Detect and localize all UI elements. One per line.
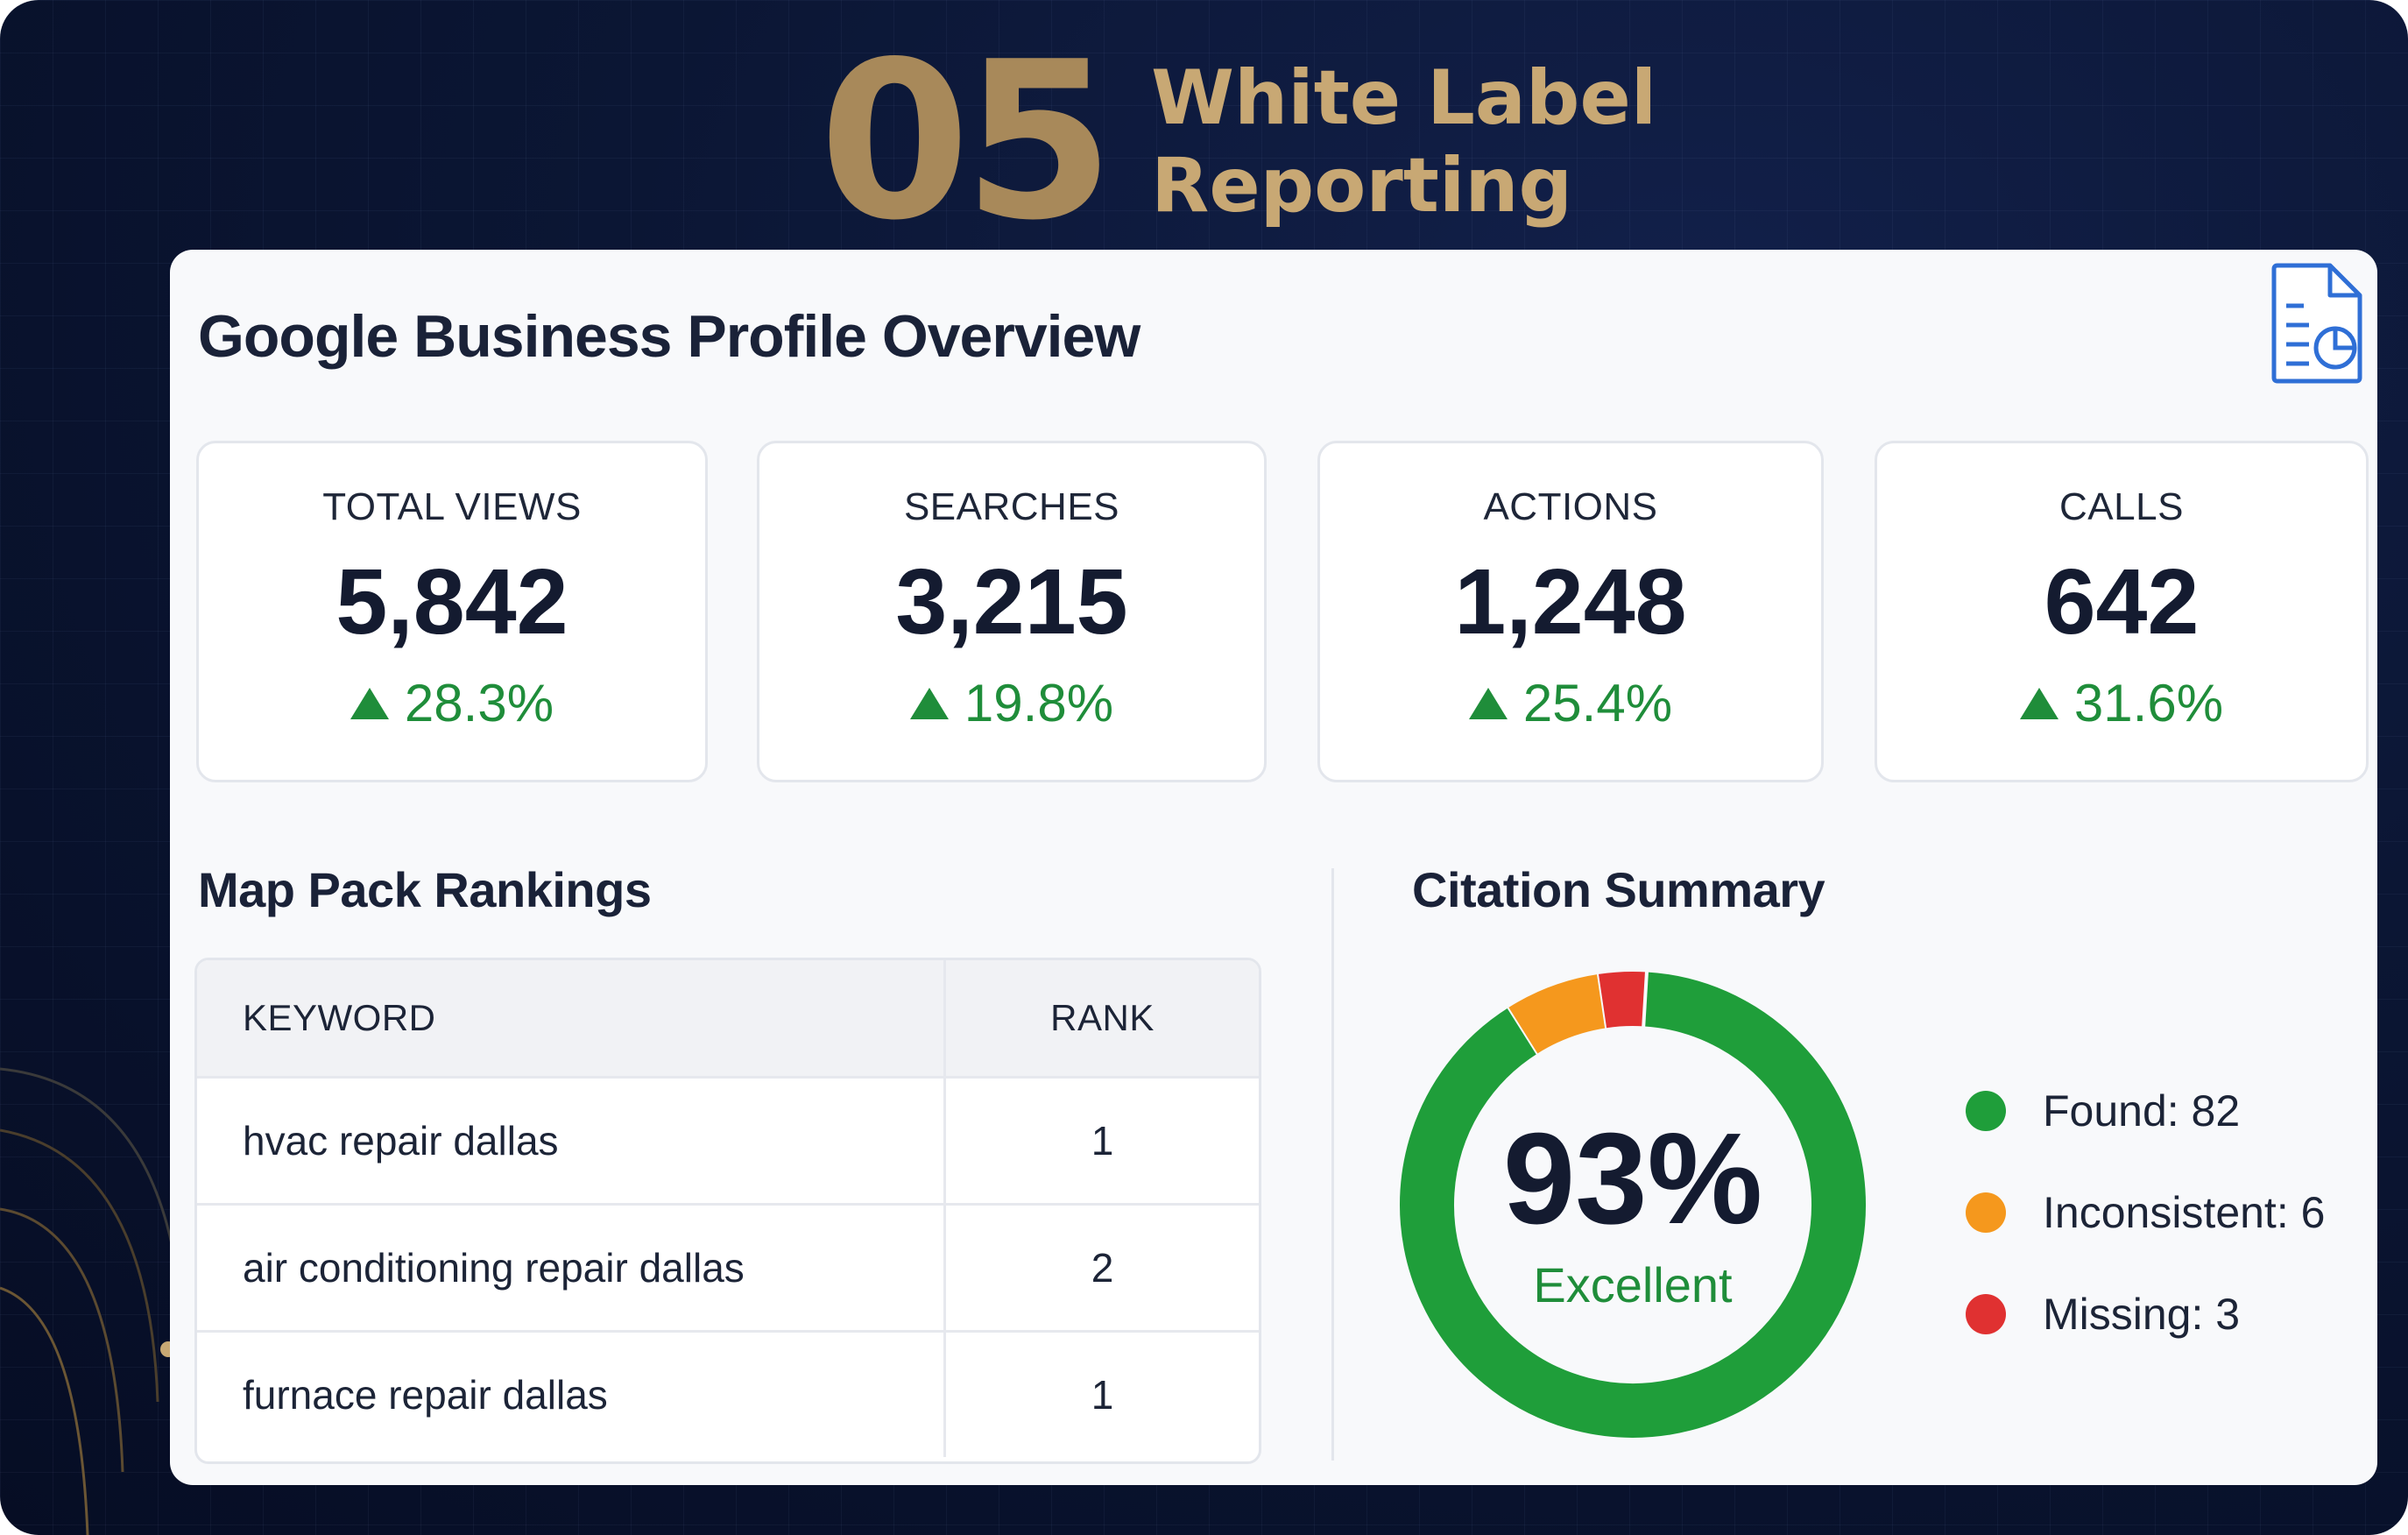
keyword-cell: air conditioning repair dallas <box>197 1206 946 1330</box>
citation-legend: Found: 82 Inconsistent: 6 Missing: 3 <box>1966 1060 2325 1365</box>
up-triangle-icon <box>2019 687 2058 719</box>
stat-card-total-views: TOTAL VIEWS 5,842 28.3% <box>196 441 708 782</box>
legend-label: Missing: 3 <box>2043 1290 2241 1339</box>
stat-change: 25.4% <box>1320 673 1821 733</box>
legend-dot <box>1966 1091 2006 1131</box>
table-header-row: KEYWORD RANK <box>197 960 1259 1076</box>
rank-cell: 2 <box>1091 1245 1114 1291</box>
legend-label: Inconsistent: 6 <box>2043 1188 2326 1237</box>
citation-rating: Excellent <box>1533 1256 1733 1312</box>
stat-card-actions: ACTIONS 1,248 25.4% <box>1317 441 1824 782</box>
slide-title: White Label Reporting <box>1151 54 1656 230</box>
legend-label: Found: 82 <box>2043 1086 2241 1135</box>
up-triangle-icon <box>350 687 389 719</box>
column-header-keyword: KEYWORD <box>197 960 946 1076</box>
report-title: Google Business Profile Overview <box>198 303 1140 370</box>
keyword-cell: hvac repair dallas <box>197 1079 946 1203</box>
stat-value: 3,215 <box>895 550 1128 654</box>
rank-cell: 1 <box>1091 1372 1114 1418</box>
donut-center: 93% Excellent <box>1396 968 1869 1441</box>
report-card: Google Business Profile Overview TOTAL V… <box>170 250 2377 1485</box>
slide-heading: 05 White Label Reporting <box>819 33 1656 251</box>
donut-slice-inconsistent <box>1508 973 1607 1054</box>
stat-label: ACTIONS <box>1483 485 1658 528</box>
stat-value: 642 <box>2044 550 2200 654</box>
legend-item-inconsistent: Inconsistent: 6 <box>1966 1162 2325 1263</box>
rankings-table: KEYWORD RANK hvac repair dallas 1 air co… <box>194 958 1261 1464</box>
stat-change-value: 28.3% <box>404 674 554 732</box>
rankings-title: Map Pack Rankings <box>198 862 652 917</box>
legend-item-missing: Missing: 3 <box>1966 1263 2325 1365</box>
donut-separator <box>1642 970 1649 1029</box>
slide-title-line1: White Label <box>1151 54 1657 142</box>
stat-label: TOTAL VIEWS <box>322 485 582 528</box>
step-number: 05 <box>819 16 1114 268</box>
legend-item-found: Found: 82 <box>1966 1060 2325 1162</box>
donut-slice-found <box>1400 972 1866 1438</box>
rank-cell: 1 <box>1091 1118 1114 1164</box>
table-row: air conditioning repair dallas 2 <box>197 1203 1259 1330</box>
stat-change-value: 31.6% <box>2073 674 2224 732</box>
table-row: furnace repair dallas 1 <box>197 1330 1259 1457</box>
citations-title: Citation Summary <box>1412 862 1825 917</box>
stat-change: 19.8% <box>759 673 1264 733</box>
stat-card-searches: SEARCHES 3,215 19.8% <box>757 441 1267 782</box>
stat-value: 1,248 <box>1454 550 1687 654</box>
stat-card-calls: CALLS 642 31.6% <box>1875 441 2369 782</box>
column-header-rank: RANK <box>1050 997 1155 1038</box>
stat-value: 5,842 <box>335 550 568 654</box>
legend-dot <box>1966 1294 2006 1334</box>
stat-change-value: 25.4% <box>1522 674 1673 732</box>
keyword-cell: furnace repair dallas <box>197 1333 946 1457</box>
legend-dot <box>1966 1192 2006 1233</box>
up-triangle-icon <box>1468 687 1508 719</box>
stat-label: CALLS <box>2059 485 2184 528</box>
stat-change-value: 19.8% <box>964 674 1114 732</box>
stat-change: 31.6% <box>1877 673 2366 733</box>
table-row: hvac repair dallas 1 <box>197 1076 1259 1203</box>
up-triangle-icon <box>909 687 949 719</box>
citation-donut-chart <box>1400 970 1866 1438</box>
stat-change: 28.3% <box>199 673 705 733</box>
citation-percent: 93% <box>1502 1106 1763 1251</box>
section-divider <box>1331 868 1334 1461</box>
stat-label: SEARCHES <box>903 485 1120 528</box>
slide-title-line2: Reporting <box>1151 142 1573 230</box>
report-document-chart-icon[interactable] <box>2269 262 2365 385</box>
